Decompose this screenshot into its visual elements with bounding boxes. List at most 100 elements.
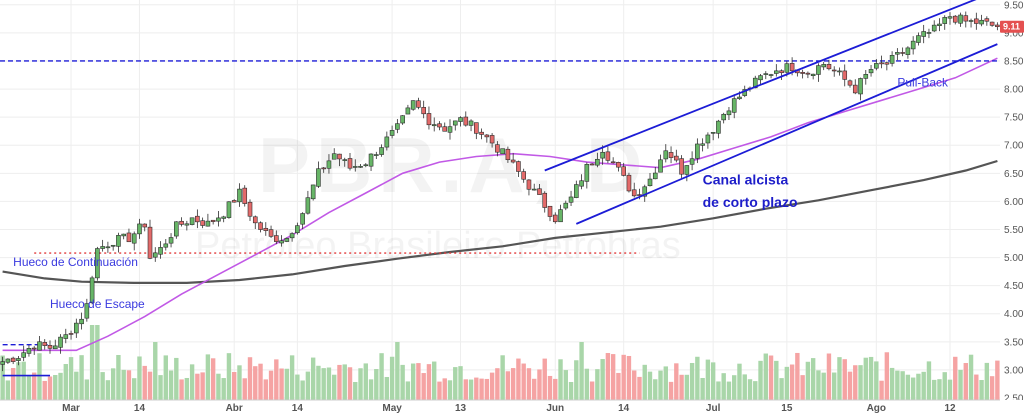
candle-body[interactable]: [379, 147, 384, 155]
candle-body[interactable]: [952, 15, 958, 23]
candle-body[interactable]: [516, 161, 521, 172]
candle-body[interactable]: [931, 24, 937, 32]
candle-body[interactable]: [368, 153, 374, 167]
candle-body[interactable]: [974, 18, 979, 24]
candle-body[interactable]: [926, 32, 932, 34]
candle-body[interactable]: [874, 63, 879, 69]
candle-body[interactable]: [668, 152, 674, 158]
candle-body[interactable]: [831, 69, 837, 72]
candle-body[interactable]: [468, 120, 474, 126]
candle-body[interactable]: [384, 136, 390, 148]
candle-body[interactable]: [910, 40, 916, 50]
candle-body[interactable]: [995, 24, 1000, 28]
candle-body[interactable]: [568, 196, 574, 203]
candle-body[interactable]: [842, 70, 848, 80]
candle-body[interactable]: [868, 69, 874, 74]
candle-body[interactable]: [184, 223, 190, 226]
candle-body[interactable]: [131, 233, 137, 244]
candle-body[interactable]: [821, 64, 826, 68]
candle-body[interactable]: [616, 161, 621, 168]
candle-body[interactable]: [89, 277, 95, 304]
candle-body[interactable]: [205, 220, 211, 227]
candle-body[interactable]: [389, 130, 395, 136]
candle-body[interactable]: [21, 352, 26, 358]
candle-body[interactable]: [126, 232, 132, 243]
candle-body[interactable]: [505, 148, 511, 161]
candle-body[interactable]: [479, 131, 484, 135]
candle-body[interactable]: [605, 151, 611, 161]
candle-body[interactable]: [731, 98, 737, 113]
candle-body[interactable]: [652, 172, 658, 180]
candle-body[interactable]: [563, 202, 569, 209]
candle-body[interactable]: [395, 123, 400, 130]
candle-body[interactable]: [447, 126, 453, 133]
candle-body[interactable]: [458, 117, 463, 122]
candle-body[interactable]: [16, 358, 21, 361]
candle-body[interactable]: [984, 18, 990, 22]
candle-body[interactable]: [979, 19, 984, 25]
candle-body[interactable]: [595, 158, 600, 166]
candle-body[interactable]: [189, 217, 195, 225]
candle-body[interactable]: [716, 120, 721, 134]
candle-body[interactable]: [121, 233, 126, 237]
candle-body[interactable]: [437, 123, 442, 128]
candle-body[interactable]: [526, 179, 532, 190]
candle-body[interactable]: [895, 52, 900, 55]
candle-body[interactable]: [763, 73, 769, 75]
candle-body[interactable]: [463, 116, 469, 126]
candle-body[interactable]: [347, 158, 353, 169]
candle-body[interactable]: [168, 237, 174, 244]
candle-body[interactable]: [726, 110, 732, 116]
candle-body[interactable]: [774, 70, 779, 74]
candle-body[interactable]: [305, 197, 311, 214]
candle-body[interactable]: [10, 357, 16, 362]
candle-body[interactable]: [231, 200, 237, 203]
candle-body[interactable]: [268, 229, 274, 237]
candle-body[interactable]: [352, 166, 358, 168]
candle-body[interactable]: [847, 80, 853, 86]
candle-body[interactable]: [247, 201, 253, 217]
candle-body[interactable]: [195, 215, 200, 223]
candle-body[interactable]: [721, 113, 726, 121]
candle-body[interactable]: [884, 62, 890, 65]
candle-body[interactable]: [210, 219, 216, 222]
candle-body[interactable]: [784, 63, 790, 73]
candle-body[interactable]: [0, 361, 5, 365]
candle-body[interactable]: [100, 246, 105, 249]
candle-body[interactable]: [163, 243, 169, 248]
candle-body[interactable]: [95, 248, 100, 279]
candle-body[interactable]: [474, 122, 479, 134]
candle-body[interactable]: [626, 174, 632, 192]
candle-body[interactable]: [326, 160, 332, 169]
candle-body[interactable]: [116, 235, 121, 247]
candle-body[interactable]: [789, 63, 795, 72]
candle-body[interactable]: [663, 150, 669, 160]
candle-body[interactable]: [963, 15, 969, 22]
candle-body[interactable]: [489, 135, 495, 144]
candle-body[interactable]: [68, 333, 74, 335]
candle-body[interactable]: [279, 240, 284, 244]
candle-body[interactable]: [242, 187, 248, 204]
candle-body[interactable]: [289, 233, 295, 239]
candle-body[interactable]: [816, 65, 821, 75]
candle-body[interactable]: [421, 107, 426, 115]
candle-body[interactable]: [200, 220, 205, 226]
candle-body[interactable]: [968, 20, 974, 22]
candle-body[interactable]: [705, 134, 711, 144]
candle-body[interactable]: [679, 158, 684, 175]
candle-body[interactable]: [42, 342, 48, 346]
candle-body[interactable]: [442, 126, 448, 132]
candle-body[interactable]: [574, 184, 579, 198]
candle-body[interactable]: [237, 188, 242, 203]
candle-body[interactable]: [737, 96, 742, 100]
candle-body[interactable]: [174, 221, 179, 237]
candle-body[interactable]: [431, 124, 437, 127]
candle-body[interactable]: [416, 100, 421, 108]
candle-body[interactable]: [147, 226, 153, 259]
candle-body[interactable]: [542, 192, 548, 208]
candle-body[interactable]: [52, 345, 58, 350]
candle-body[interactable]: [552, 214, 558, 223]
candle-body[interactable]: [84, 303, 90, 319]
candle-body[interactable]: [852, 84, 858, 94]
